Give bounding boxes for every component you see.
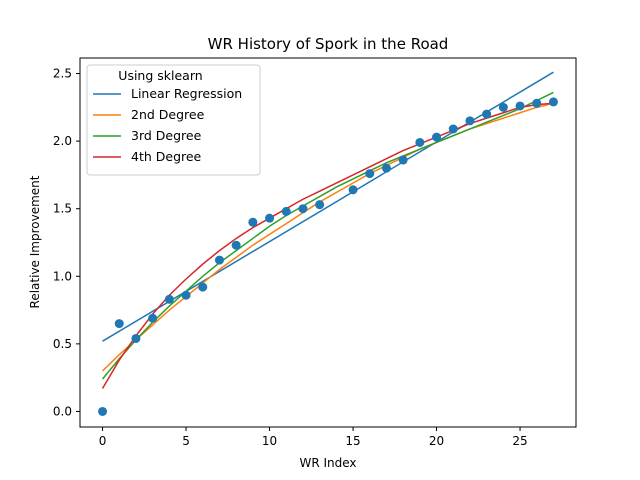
series-line-linear-regression (102, 71, 554, 342)
data-point (315, 200, 325, 210)
data-point (432, 132, 442, 142)
data-point (498, 102, 508, 112)
series-line-4th-degree (101, 102, 554, 389)
x-tick-label: 5 (182, 434, 190, 448)
data-point (398, 155, 408, 165)
data-point (265, 213, 275, 223)
legend-title: Using sklearn (118, 68, 202, 83)
legend-box (86, 64, 261, 176)
x-tick-label: 0 (99, 434, 107, 448)
data-point (365, 169, 375, 179)
data-point (465, 116, 475, 126)
data-point (415, 137, 425, 147)
legend-entry-label: 4th Degree (131, 149, 202, 164)
data-point (164, 294, 174, 304)
series-line-3rd-degree (101, 91, 554, 380)
y-tick-label: 1.5 (53, 202, 72, 216)
x-tick-label: 20 (429, 434, 444, 448)
y-axis-title: Relative Improvement (28, 175, 42, 308)
data-point (214, 255, 224, 265)
y-tick-label: 2.5 (53, 67, 72, 81)
axes: 0 5 10 15 20 25 0.0 0.5 1.0 1.5 2.0 2.5 (53, 57, 577, 448)
data-point (532, 98, 542, 108)
y-tick-label: 1.0 (53, 269, 72, 283)
legend: Using sklearn Linear Regression 2nd Degree… (86, 64, 261, 176)
data-point (181, 290, 191, 300)
data-point (281, 206, 291, 216)
legend-entry-label: 2nd Degree (131, 107, 205, 122)
x-axis-title: WR Index (299, 456, 356, 470)
x-tick-label: 10 (262, 434, 277, 448)
data-point (114, 319, 124, 329)
axes-frame (79, 57, 577, 428)
data-point (148, 313, 158, 323)
data-point (298, 204, 308, 214)
data-point (548, 97, 558, 107)
data-point (482, 109, 492, 119)
y-tick-label: 0.5 (53, 337, 72, 351)
y-tick-label: 0.0 (53, 404, 72, 418)
chart-title: WR History of Spork in the Road (208, 35, 449, 53)
data-point (198, 282, 208, 292)
legend-entry-label: 3rd Degree (131, 128, 202, 143)
x-tick-label: 25 (512, 434, 527, 448)
data-point (448, 124, 458, 134)
x-tick-label: 15 (345, 434, 360, 448)
data-point (98, 406, 108, 416)
data-point (231, 240, 241, 250)
data-point (381, 163, 391, 173)
data-point (131, 333, 141, 343)
y-tick-label: 2.0 (53, 134, 72, 148)
data-point (348, 185, 358, 195)
plot-area (98, 71, 558, 416)
legend-entry-label: Linear Regression (131, 86, 242, 101)
data-point (515, 101, 525, 111)
data-point (248, 217, 258, 227)
